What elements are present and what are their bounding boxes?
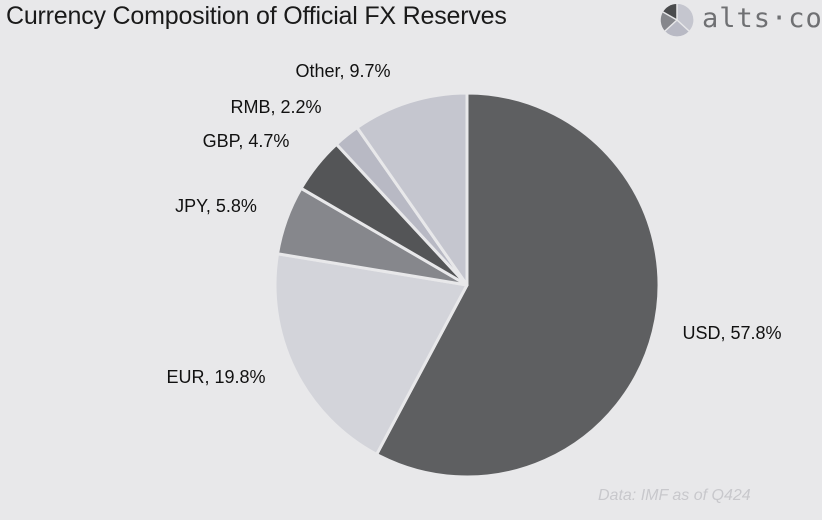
slice-label-usd: USD, 57.8% — [682, 323, 781, 343]
pie-slice-usd — [375, 91, 661, 479]
data-source-note: Data: IMF as of Q424 — [598, 487, 751, 504]
slice-label-jpy: JPY, 5.8% — [175, 196, 257, 216]
pie-labels: USD, 57.8% EUR, 19.8% JPY, 5.8% GBP, 4.7% RM… — [166, 61, 781, 387]
brand-name: alts·co — [702, 3, 822, 34]
slice-label-eur: EUR, 19.8% — [166, 367, 265, 387]
slice-label-gbp: GBP, 4.7% — [203, 131, 290, 151]
pie-slice-other — [355, 91, 469, 287]
slice-label-other: Other, 9.7% — [295, 61, 390, 81]
chart-title: Currency Composition of Official FX Rese… — [6, 2, 507, 30]
pie-logo-icon — [660, 3, 694, 37]
pie-slice-eur — [273, 252, 469, 456]
pie-slices — [273, 91, 661, 479]
slice-label-rmb: RMB, 2.2% — [230, 97, 321, 117]
